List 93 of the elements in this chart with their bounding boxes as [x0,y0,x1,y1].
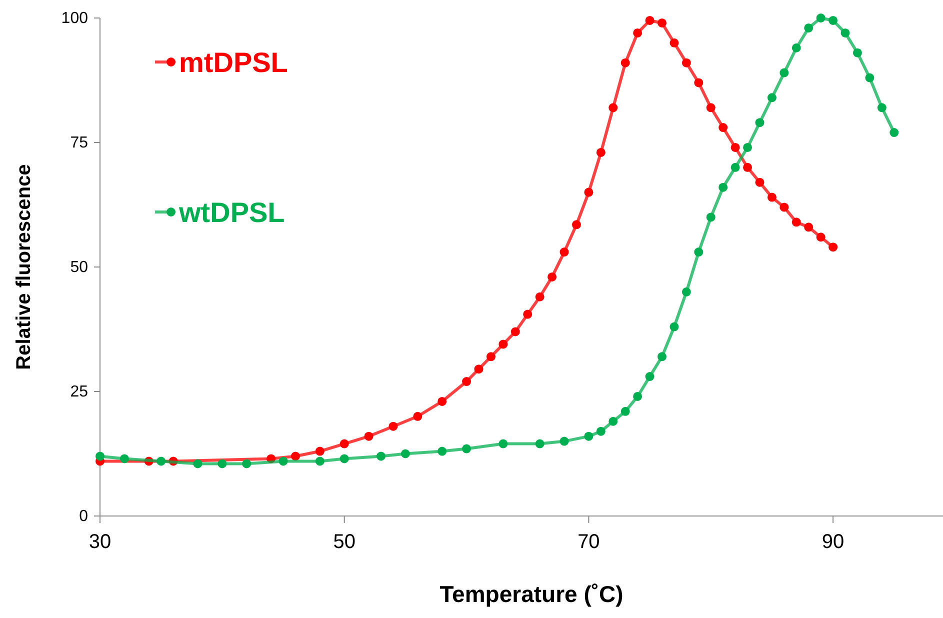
point [718,182,728,192]
y-tick-label: 75 [70,134,88,152]
point [315,456,324,466]
legend-label: mtDPSL [179,47,288,78]
point [804,23,814,32]
point [364,432,374,441]
point [278,456,288,466]
x-tick-label: 70 [578,531,600,553]
point [658,352,666,362]
point [560,436,569,446]
point [658,18,666,28]
point [767,192,776,202]
point [633,28,642,38]
point [400,449,410,458]
point [840,28,850,38]
point [120,454,129,464]
point [682,58,691,68]
legend-label: wtDPSL [178,197,285,228]
point [608,103,618,112]
point [608,416,618,426]
point [438,396,447,406]
point [755,178,764,187]
point [792,218,801,227]
point [682,287,691,296]
point [620,406,630,416]
point [620,58,630,68]
point [388,422,398,431]
point [535,439,544,448]
point [584,432,594,441]
point [865,73,874,82]
point [438,446,447,456]
point [596,426,606,436]
point [645,16,654,25]
point [670,38,679,48]
point [877,103,886,112]
point [376,452,386,461]
point [890,128,899,138]
point [290,452,300,461]
point [804,222,814,232]
point [498,340,508,349]
point [315,446,324,456]
point [730,142,740,152]
point [828,242,838,252]
point [462,444,472,454]
point [584,188,594,197]
y-tick-label: 0 [79,508,88,525]
point [706,212,716,222]
y-tick-label: 25 [70,384,88,400]
point [743,162,752,172]
point [156,456,166,466]
point [340,439,349,448]
x-axis-title: Temperature (˚C) [440,581,624,607]
y-tick-label: 100 [61,10,88,27]
point [852,48,862,58]
point [816,14,826,22]
point [780,68,789,78]
point [340,454,349,464]
point [560,248,569,257]
point [755,118,764,128]
point [462,377,472,386]
point [730,162,740,172]
point [572,220,581,230]
point [633,392,642,401]
y-tick-label: 50 [70,259,88,276]
point [694,248,704,257]
point [510,327,520,336]
point [218,459,227,468]
point [828,16,838,25]
point [694,78,704,88]
point [743,142,752,152]
point [780,202,789,212]
point [486,352,496,362]
point [816,232,826,242]
point [96,452,104,461]
point [548,272,557,282]
point [767,93,776,102]
point [792,43,801,52]
x-tick-label: 30 [88,531,112,553]
point [670,322,679,332]
point [706,103,716,112]
point [535,292,544,302]
y-axis-title: Relative fluorescence [13,164,35,370]
point [242,459,252,468]
point [523,310,532,319]
point [596,148,606,157]
point [474,364,484,374]
point [718,123,728,132]
x-tick-label: 90 [822,531,844,553]
point [498,439,508,448]
point [645,372,654,382]
point [413,412,422,421]
x-tick-label: 50 [333,531,356,553]
point [193,459,202,468]
